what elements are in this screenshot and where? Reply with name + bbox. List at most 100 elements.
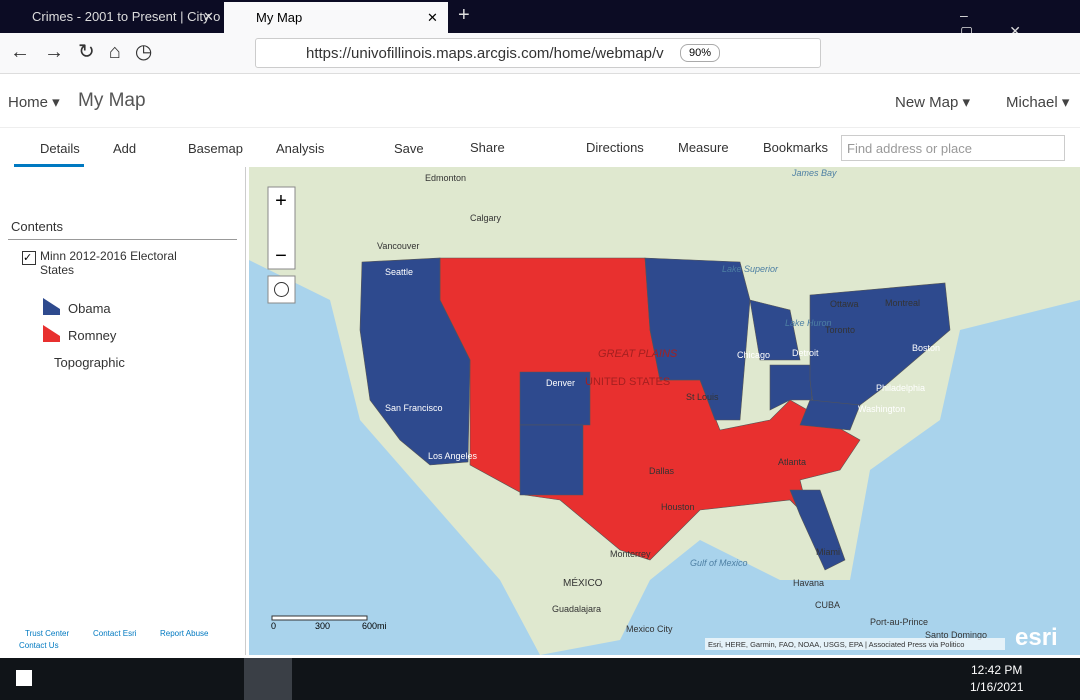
map-label: Lake Huron: [785, 318, 832, 328]
map-label: Guadalajara: [552, 604, 601, 614]
tab-active[interactable]: My Map ✕: [224, 2, 448, 33]
swatch-romney: [43, 325, 60, 342]
new-tab[interactable]: +: [458, 4, 470, 26]
toolbar: Details Add Basemap Analysis Save Share …: [0, 127, 1080, 168]
footer-link[interactable]: Trust Center: [25, 629, 70, 638]
time: 12:42 PM: [971, 663, 1023, 677]
zoom-out[interactable]: −: [275, 245, 287, 267]
tool[interactable]: Details: [40, 141, 80, 156]
zoom[interactable]: 90%: [680, 44, 721, 62]
map-label: Philadelphia: [876, 383, 925, 393]
map-label: Atlanta: [778, 457, 806, 467]
scale-label: 300: [315, 621, 330, 631]
map-label: Gulf of Mexico: [690, 558, 748, 568]
esri-logo: esri: [1015, 624, 1058, 651]
map-labels: Edmonton Calgary Vancouver Seattle Lake …: [377, 168, 987, 640]
map-label: Mexico City: [626, 624, 673, 634]
states: [359, 257, 951, 571]
new-map[interactable]: New Map ▾: [895, 94, 971, 111]
map-label: Seattle: [385, 267, 413, 277]
layer-checkbox[interactable]: ✓: [22, 251, 36, 265]
map-label: GREAT PLAINS: [598, 348, 678, 360]
attribution-bg: [705, 638, 1005, 650]
tab[interactable]: Crimes - 2001 to Present | City o ✕: [32, 9, 221, 24]
divider: [8, 239, 237, 240]
zoom-in[interactable]: +: [275, 190, 287, 212]
map[interactable]: Edmonton Calgary Vancouver Seattle Lake …: [249, 167, 1080, 655]
map-label: Monterrey: [610, 549, 651, 559]
tool[interactable]: Analysis: [276, 141, 325, 156]
map-label: Boston: [912, 343, 940, 353]
obama-new-mexico: [519, 424, 584, 496]
map-label: Montreal: [885, 298, 920, 308]
basemap-layer[interactable]: Topographic: [54, 355, 125, 370]
label: Michael: [1006, 94, 1058, 111]
layer-name[interactable]: Minn 2012-2016 Electoral States: [40, 249, 177, 277]
tool[interactable]: Basemap: [188, 141, 243, 156]
map-label: Toronto: [825, 325, 855, 335]
tool[interactable]: Directions: [586, 140, 644, 155]
tab-title: My Map: [256, 10, 303, 25]
map-label: Dallas: [649, 466, 675, 476]
obama-ohio: [769, 364, 813, 411]
nav-bar: ←→↻⌂◷ https://univofillinois.maps.arcgis…: [0, 33, 1080, 74]
obama-midwest: [644, 257, 751, 421]
clock[interactable]: 12:42 PM 1/16/2021: [970, 663, 1023, 694]
legend-item: Romney: [68, 328, 117, 343]
map-label: Ottawa: [830, 299, 859, 309]
obama-virginia: [799, 399, 861, 431]
map-label: St Louis: [686, 392, 719, 402]
obama-florida: [789, 489, 846, 571]
map-label: Miami: [816, 547, 840, 557]
map-label: James Bay: [791, 168, 837, 178]
map-label: MÉXICO: [563, 576, 603, 589]
nav-buttons[interactable]: ←→↻⌂◷: [10, 41, 167, 63]
locate[interactable]: [267, 275, 296, 304]
scale-label: 600mi: [362, 621, 387, 631]
firefox-button[interactable]: [244, 658, 292, 700]
tab-bar: Crimes - 2001 to Present | City o ✕ My Ma…: [0, 0, 1080, 39]
zoom-box[interactable]: [267, 186, 296, 270]
map-title: My Map: [78, 90, 146, 111]
map-label: CUBA: [815, 600, 840, 610]
obama-west: [359, 257, 471, 466]
legend-item: Obama: [68, 301, 111, 316]
map-label: Havana: [793, 578, 824, 588]
home: Home: [8, 94, 49, 111]
search-box[interactable]: Find address or place: [841, 135, 1065, 161]
tool[interactable]: Measure: [678, 140, 729, 155]
tool[interactable]: Bookmarks: [763, 140, 829, 155]
taskbar: 12:42 PM 1/16/2021: [0, 658, 1080, 700]
swatch-obama: [43, 298, 60, 315]
map-label: Denver: [546, 378, 575, 388]
active-underline: [14, 164, 84, 167]
tab-title: Crimes - 2001 to Present | City o: [32, 9, 221, 24]
map-label: Vancouver: [377, 241, 419, 251]
attribution: Esri, HERE, Garmin, FAO, NOAA, USGS, EPA…: [708, 640, 964, 649]
tool[interactable]: Add: [113, 141, 137, 156]
tool[interactable]: Save: [394, 141, 424, 156]
map-label: Edmonton: [425, 173, 466, 183]
contents-heading: Contents: [11, 219, 64, 234]
tool[interactable]: Share: [470, 140, 505, 155]
map-label: UNITED STATES: [585, 376, 670, 388]
home-link[interactable]: Home ▾: [8, 94, 60, 111]
footer-link[interactable]: Contact Esri: [93, 629, 137, 638]
map-label: Calgary: [470, 213, 502, 223]
map-label: Port-au-Prince: [870, 617, 928, 627]
start-button[interactable]: [16, 670, 32, 686]
footer-link[interactable]: Contact Us: [19, 641, 59, 650]
map-label: Chicago: [737, 350, 770, 360]
date: 1/16/2021: [970, 680, 1024, 694]
user[interactable]: Michael ▾: [1006, 94, 1070, 111]
label: New Map: [895, 94, 959, 111]
map-label: Santo Domingo: [925, 630, 987, 640]
footer-link[interactable]: Report Abuse: [160, 629, 209, 638]
scale-label: 0: [271, 621, 276, 631]
map-label: Houston: [661, 502, 695, 512]
map-label: Washington: [858, 404, 905, 414]
url: https://univofillinois.maps.arcgis.com/h…: [306, 45, 664, 62]
url-bar[interactable]: https://univofillinois.maps.arcgis.com/h…: [255, 38, 821, 68]
obama-michigan: [749, 299, 801, 361]
